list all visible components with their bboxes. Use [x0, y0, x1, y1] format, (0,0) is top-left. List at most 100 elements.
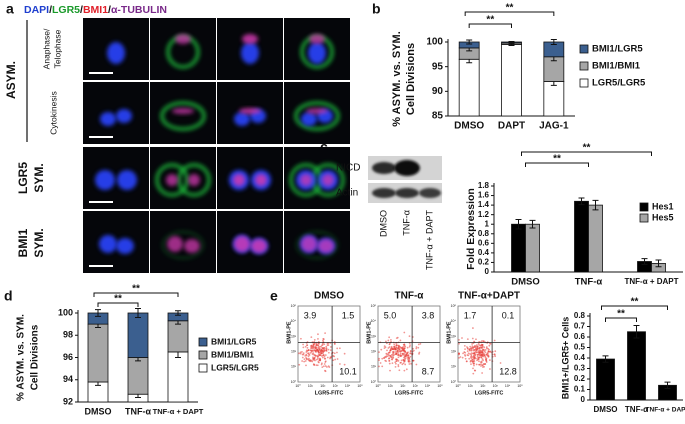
error-bar — [578, 197, 585, 206]
flow-event — [459, 356, 462, 358]
flow-event — [306, 344, 309, 346]
flow-event — [403, 352, 406, 355]
flow-event — [475, 338, 477, 341]
flow-event — [321, 366, 324, 368]
flow-event — [318, 353, 321, 356]
flow-x-label: LGR5-FITC — [475, 390, 504, 396]
flow-event — [399, 355, 402, 358]
bmi1-signal — [242, 34, 258, 44]
dapi-signal — [100, 112, 116, 126]
flow-event — [309, 349, 312, 352]
flow-x-tick: 10⁵ — [357, 384, 363, 388]
y-tick-label: 0.6 — [478, 238, 490, 247]
flow-event — [415, 346, 418, 348]
flow-y-tick: 10¹ — [371, 365, 377, 369]
flow-x-tick: 10² — [320, 384, 326, 388]
flow-x-tick: 10⁴ — [425, 384, 431, 388]
flow-event — [472, 362, 475, 365]
bmi1-signal — [166, 174, 178, 186]
significance-bracket — [601, 305, 668, 310]
quadrant-value: 3.8 — [422, 310, 435, 320]
flow-event — [300, 337, 302, 340]
flow-x-tick: 10⁰ — [295, 384, 301, 388]
flow-event — [321, 352, 324, 355]
flow-event — [389, 369, 391, 372]
error-bar — [95, 309, 101, 317]
flow-event — [473, 346, 476, 349]
flow-event — [401, 353, 404, 355]
bar — [543, 81, 565, 117]
flow-event — [317, 350, 319, 353]
y-tick-label: 96 — [63, 352, 73, 362]
dapi-signal — [116, 238, 134, 254]
flow-event — [310, 345, 312, 347]
flow-event — [326, 344, 329, 346]
flow-y-tick: 10¹ — [451, 365, 457, 369]
error-bar — [508, 41, 515, 43]
flow-event — [329, 357, 331, 360]
flow-event — [477, 342, 480, 345]
flow-event — [488, 348, 490, 351]
bmi1-signal — [239, 108, 261, 114]
flow-event — [466, 354, 469, 356]
y-tick-label: 0.2 — [478, 258, 490, 267]
flow-event — [324, 354, 327, 356]
flow-event — [299, 351, 302, 354]
flow-event — [383, 345, 386, 348]
x-tick-label: TNF-α + DAPT — [646, 407, 685, 414]
flow-event — [310, 350, 313, 353]
stain-name: DAPI — [24, 4, 49, 16]
blot-band — [372, 162, 396, 174]
flow-event — [320, 348, 323, 351]
y-tick-label: 0.3 — [574, 364, 586, 373]
flow-event — [397, 352, 400, 354]
flow-event — [407, 354, 410, 357]
legend-swatch — [579, 44, 589, 54]
flow-event — [395, 352, 398, 355]
flow-event — [412, 347, 414, 350]
flow-x-tick: 10⁴ — [505, 384, 511, 388]
legend-label: BMI1/BMI1 — [592, 61, 641, 72]
flow-event — [485, 361, 488, 363]
flow-event — [484, 351, 487, 354]
y-tick-label: 0 — [485, 267, 490, 276]
flow-x-tick: 10⁴ — [345, 384, 351, 388]
flow-event — [458, 352, 460, 355]
flow-event — [417, 343, 420, 346]
flow-event — [469, 356, 472, 359]
x-tick-label: TNF-α — [575, 277, 603, 288]
blot-row-label: NICD — [336, 163, 360, 174]
flow-x-tick: 10³ — [413, 384, 419, 388]
flow-y-tick: 10² — [291, 350, 297, 354]
dapi-signal — [99, 235, 117, 253]
micrograph — [217, 147, 283, 209]
flow-event — [306, 352, 309, 355]
flow-event — [301, 360, 304, 362]
bmi1-signal — [306, 108, 328, 114]
bar — [87, 323, 109, 383]
flow-event — [409, 355, 412, 358]
flow-event — [332, 354, 335, 357]
flow-event — [483, 346, 486, 349]
bar — [596, 358, 615, 401]
flow-event — [461, 356, 464, 359]
flow-event — [479, 350, 482, 352]
flow-y-tick: 10³ — [291, 334, 297, 338]
flow-event — [483, 365, 485, 368]
flow-event — [322, 338, 325, 341]
flow-event — [316, 355, 319, 358]
flow-event — [486, 352, 489, 355]
flow-event — [326, 356, 329, 359]
flow-event — [338, 347, 341, 350]
flow-event — [481, 340, 483, 342]
flow-event — [322, 365, 325, 368]
legend-swatch — [198, 363, 208, 373]
flow-event — [318, 351, 321, 354]
flow-y-tick: 10⁴ — [291, 319, 297, 323]
flow-event — [388, 362, 391, 365]
flow-event — [395, 344, 398, 346]
stain-name: BMI1 — [83, 4, 108, 16]
y-tick-label: 0.4 — [574, 353, 586, 362]
flow-event — [321, 350, 323, 353]
flow-event — [471, 360, 474, 363]
